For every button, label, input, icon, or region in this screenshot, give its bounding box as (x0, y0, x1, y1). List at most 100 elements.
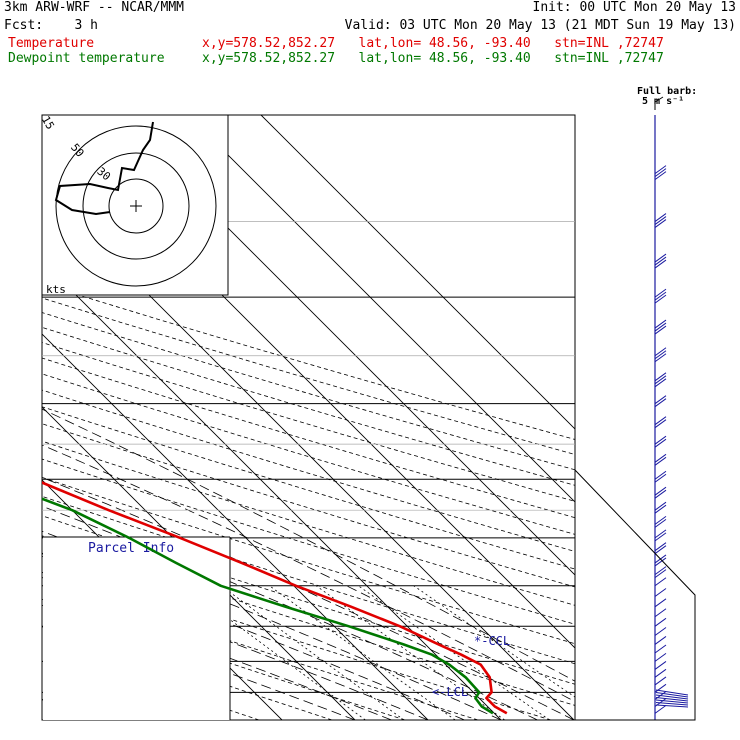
wind-barbs (654, 115, 689, 720)
wind-barb (654, 416, 667, 426)
wind-barb (654, 489, 667, 499)
wind-barb (654, 216, 667, 225)
wind-barb-lowlevel (655, 699, 689, 704)
wind-barb (654, 456, 667, 466)
wind-barb (654, 168, 667, 178)
wind-barb (654, 704, 667, 714)
wind-barb (654, 253, 667, 263)
dry-adiabat-line (42, 406, 575, 570)
wind-barb (654, 165, 667, 175)
mixing-ratio-line (184, 585, 366, 720)
wind-barb (654, 644, 667, 654)
hodograph-trace (54, 121, 154, 216)
hodograph-frame (41, 114, 229, 296)
wind-barb (654, 636, 667, 645)
wind-barb (654, 617, 667, 627)
wind-barb (654, 256, 667, 266)
wind-barb (654, 419, 667, 429)
hodo-ring-label-outer: 15 (39, 114, 57, 132)
valid-time: Valid: 03 UTC Mon 20 May 13 (21 MDT Sun … (344, 18, 736, 33)
profiles (42, 481, 508, 715)
wind-barb (654, 515, 667, 525)
wind-barb (654, 219, 667, 228)
ccl-annotation: *-CCL (474, 634, 510, 648)
wind-barb-lowlevel (655, 692, 689, 698)
wind-barb (654, 453, 667, 463)
wind-barb (654, 347, 667, 357)
parcel-info-title: Parcel Info (88, 541, 174, 556)
wind-barb (654, 319, 667, 329)
wind-barb (654, 353, 667, 363)
isotherm-line (42, 260, 502, 720)
temperature-info: x,y=578.52,852.27 lat,lon= 48.56, -93.40… (202, 36, 664, 51)
wind-barb-lowlevel (655, 704, 689, 708)
wind-barb-lowlevel (655, 689, 689, 696)
wind-barb (654, 627, 667, 636)
dry-adiabat-line (42, 423, 575, 588)
dewpoint-info: x,y=578.52,852.27 lat,lon= 48.56, -93.40… (202, 51, 664, 66)
wind-barb (654, 372, 667, 382)
wind-barb (654, 598, 667, 608)
mixing-ratio-line (220, 585, 405, 720)
wind-barb (654, 676, 667, 686)
wind-barb (654, 683, 667, 693)
temperature-profile (42, 481, 508, 715)
wind-barb (654, 588, 667, 597)
dewpoint-profile (42, 497, 494, 715)
isotherm-line (187, 115, 575, 503)
wind-barb (654, 518, 667, 528)
dry-adiabat-line (42, 458, 575, 625)
mixing-ratio-line (358, 585, 550, 720)
wind-barb (654, 661, 667, 670)
wind-barb (654, 557, 667, 567)
hodograph-ring-inner (108, 178, 164, 234)
wind-barb (654, 213, 667, 222)
wind-barb (654, 395, 667, 405)
moist-adiabat-line (42, 604, 356, 720)
wind-barb (654, 294, 667, 304)
temperature-label: Temperature (8, 36, 95, 51)
wind-barb (654, 668, 667, 678)
wind-barb (654, 291, 667, 301)
header: 3km ARW-WRF -- NCAR/MMM Init: 00 UTC Mon… (0, 0, 740, 70)
hodograph-ring-outer (55, 125, 217, 287)
init-time: Init: 00 UTC Mon 20 May 13 (532, 0, 737, 15)
wind-barb (654, 375, 667, 385)
wind-barb (654, 322, 667, 332)
wind-key-title: Full barb: (637, 86, 697, 97)
isotherm-line (42, 406, 356, 720)
moist-adiabat-line (42, 444, 575, 702)
hodograph: 15 50 30 kts (39, 114, 229, 296)
wind-barb (654, 504, 667, 514)
wind-barb (654, 532, 667, 542)
wind-barb (654, 470, 667, 480)
wind-barb-lowlevel (655, 697, 689, 702)
wind-barb (654, 473, 667, 483)
wind-barb-lowlevel (655, 702, 689, 706)
dry-adiabat-line (42, 495, 575, 665)
wind-key-units: 5 m s⁻¹ (642, 96, 684, 107)
wind-barb (654, 171, 667, 181)
wind-barb (654, 398, 667, 408)
wind-barb (654, 486, 667, 496)
wind-barb (654, 288, 667, 298)
wind-barb (654, 435, 667, 445)
wind-barb (654, 350, 667, 360)
parcel-info-background (43, 537, 230, 720)
lcl-annotation: <-LCL (432, 685, 468, 699)
wind-barb (654, 569, 667, 579)
wind-barb (654, 501, 667, 511)
model-title: 3km ARW-WRF -- NCAR/MMM (4, 0, 185, 15)
moist-adiabat-line (42, 530, 502, 720)
wind-barb (654, 652, 667, 662)
wind-barb (654, 608, 667, 618)
skewt-extension-outline (574, 469, 696, 721)
hodograph-ring-middle (82, 152, 190, 260)
hodograph-unit: kts (46, 283, 66, 296)
wind-barb (654, 545, 667, 555)
forecast-hour: Fcst: 3 h (4, 18, 98, 33)
wind-barb (654, 325, 667, 335)
wind-barb-lowlevel (655, 694, 689, 700)
dewpoint-label: Dewpoint temperature (8, 51, 165, 66)
